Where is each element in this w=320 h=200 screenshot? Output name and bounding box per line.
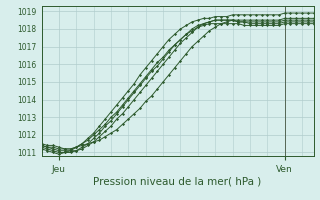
X-axis label: Pression niveau de la mer( hPa ): Pression niveau de la mer( hPa ) [93, 177, 262, 187]
